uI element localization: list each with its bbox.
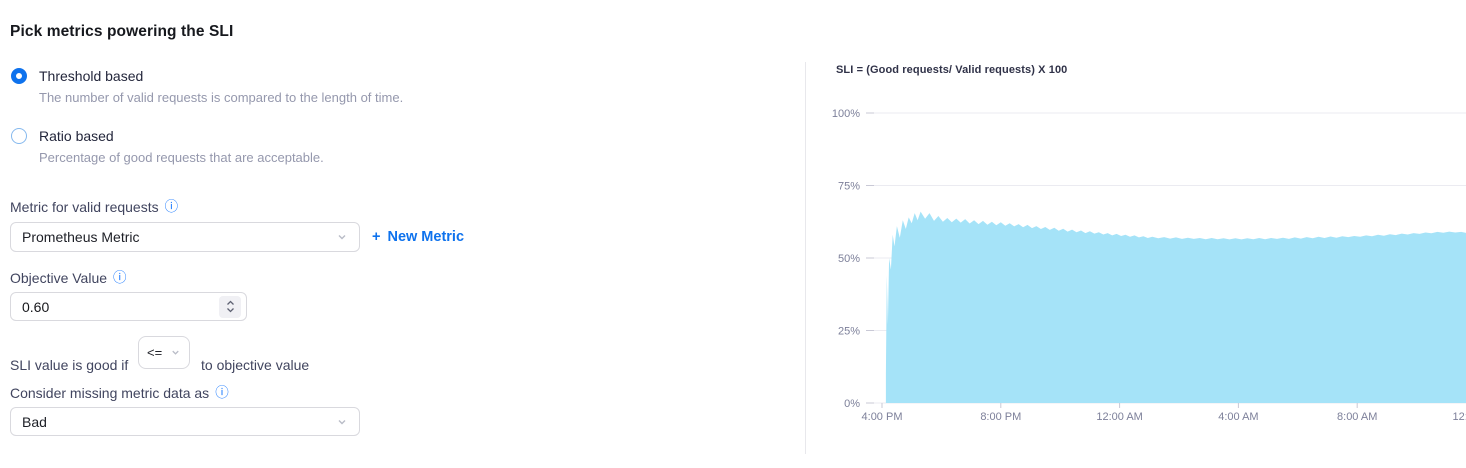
radio-description-threshold: The number of valid requests is compared… (39, 90, 404, 105)
svg-text:75%: 75% (838, 181, 860, 193)
objective-value-input[interactable]: 0.60 (10, 292, 247, 321)
info-icon[interactable]: ⓘ (215, 385, 229, 400)
comparator-suffix-text: to objective value (201, 357, 310, 373)
metric-select-value: Prometheus Metric (22, 229, 140, 245)
metric-field-label-text: Metric for valid requests (10, 199, 159, 215)
objective-field-label-text: Objective Value (10, 270, 108, 286)
svg-text:100%: 100% (832, 108, 860, 120)
info-icon[interactable]: ⓘ (164, 199, 179, 214)
number-stepper[interactable] (219, 295, 241, 318)
metric-field-label: Metric for valid requests ⓘ (10, 199, 178, 215)
radio-selected-icon[interactable] (11, 68, 27, 84)
chart-title: SLI = (Good requests/ Valid requests) X … (836, 64, 1068, 76)
svg-text:12:00 PM: 12:00 PM (1452, 411, 1466, 423)
comparator-prefix-text: SLI value is good if (10, 357, 129, 373)
vertical-divider (805, 62, 806, 454)
radio-unselected-icon[interactable] (11, 128, 27, 144)
svg-text:0%: 0% (844, 398, 860, 410)
radio-option-ratio[interactable]: Ratio based Percentage of good requests … (11, 127, 324, 166)
svg-text:25%: 25% (838, 326, 860, 338)
plus-icon: + (372, 229, 381, 245)
page-title: Pick metrics powering the SLI (10, 23, 234, 40)
radio-option-threshold[interactable]: Threshold based The number of valid requ… (11, 67, 403, 106)
svg-text:8:00 AM: 8:00 AM (1337, 411, 1377, 423)
chevron-down-icon (226, 308, 234, 313)
chevron-up-icon (226, 300, 234, 305)
metric-select[interactable]: Prometheus Metric (10, 222, 360, 252)
comparator-select[interactable]: <= (138, 336, 190, 369)
chevron-down-icon (336, 416, 348, 428)
svg-text:50%: 50% (838, 253, 860, 265)
svg-text:12:00 AM: 12:00 AM (1096, 411, 1142, 423)
svg-text:4:00 AM: 4:00 AM (1218, 411, 1258, 423)
comparator-select-value: <= (147, 345, 163, 360)
missing-data-field-label: Consider missing metric data as ⓘ (10, 385, 229, 401)
svg-text:8:00 PM: 8:00 PM (980, 411, 1021, 423)
objective-value-text: 0.60 (22, 298, 50, 315)
radio-label-threshold[interactable]: Threshold based (39, 68, 144, 84)
chevron-down-icon (336, 231, 348, 243)
new-metric-button[interactable]: + New Metric (372, 222, 464, 252)
radio-label-ratio[interactable]: Ratio based (39, 128, 114, 144)
chevron-down-icon (170, 347, 181, 358)
info-icon[interactable]: ⓘ (113, 270, 127, 285)
missing-data-select[interactable]: Bad (10, 407, 360, 436)
radio-description-ratio: Percentage of good requests that are acc… (39, 150, 324, 165)
objective-field-label: Objective Value ⓘ (10, 270, 127, 286)
svg-text:4:00 PM: 4:00 PM (862, 411, 903, 423)
missing-data-field-label-text: Consider missing metric data as (10, 385, 210, 401)
missing-data-select-value: Bad (22, 413, 47, 430)
new-metric-button-label: New Metric (387, 229, 465, 245)
